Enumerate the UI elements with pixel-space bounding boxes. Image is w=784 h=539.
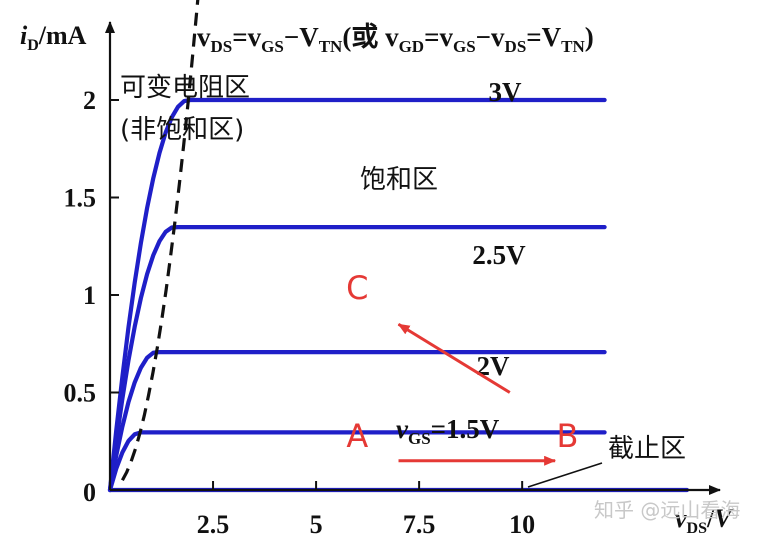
boundary-label: vDS=vGS−VTN(或 vGD=vGS−vDS=VTN) [197, 22, 594, 56]
region-cutoff: 截止区 [608, 434, 686, 464]
x-tick-label: 10 [509, 510, 535, 539]
y-tick-label: 1 [83, 281, 96, 310]
watermark: 知乎 @远山看海 [594, 498, 740, 522]
region-variable-resistance: 可变电阻区 [120, 73, 250, 103]
annotation-point-a: A [346, 417, 368, 455]
curve-3 [107, 350, 607, 493]
annotation-arrow-2 [397, 322, 511, 394]
y-tick-label: 0.5 [64, 379, 97, 408]
text-layer: 2.5 5 7.5 10 0 0.5 1 1.5 2 iD/mA vDS/V vDS=vGS−VTN(… [20, 21, 734, 539]
curve-label-1: 3V [489, 77, 523, 107]
annotation-layer: A B C 知乎 @远山看海 [346, 269, 740, 522]
annotation-point-b: B [557, 417, 579, 455]
curve-4 [107, 430, 607, 493]
region-saturation: 饱和区 [360, 165, 438, 195]
annotation-point-c: C [346, 269, 368, 307]
y-tick-label: 1.5 [64, 184, 97, 213]
curve-1 [107, 97, 607, 493]
x-tick-label: 7.5 [403, 510, 436, 539]
y-tick-label: 0 [83, 478, 96, 507]
x-tick-label: 2.5 [197, 510, 230, 539]
x-tick-label: 5 [310, 510, 323, 539]
axes-layer [105, 21, 721, 495]
curve-label-2: 2.5V [472, 240, 526, 270]
cutoff-pointer [527, 462, 603, 488]
y-axis-label: iD/mA [20, 21, 87, 54]
x-axis-label: vDS/V [675, 504, 734, 537]
y-tick-label: 2 [83, 86, 96, 115]
region-non-saturation: (非饱和区) [120, 115, 244, 145]
curve-label-4: vGS=1.5V [396, 414, 500, 448]
curve-2 [107, 225, 607, 493]
